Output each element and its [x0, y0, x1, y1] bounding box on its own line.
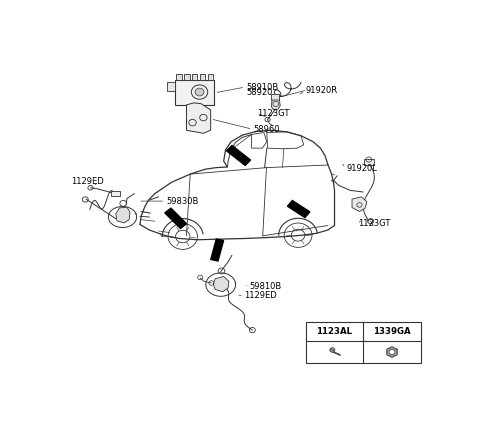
- Bar: [110, 191, 120, 196]
- Text: 59810B: 59810B: [250, 282, 282, 291]
- Text: 1339GA: 1339GA: [373, 327, 411, 336]
- Bar: [363, 160, 374, 165]
- Text: 1123GT: 1123GT: [257, 108, 289, 118]
- Bar: [175, 80, 215, 105]
- Polygon shape: [116, 207, 130, 223]
- Bar: [208, 74, 213, 80]
- Text: 58920: 58920: [246, 88, 272, 97]
- Polygon shape: [165, 208, 187, 228]
- Bar: [200, 74, 205, 80]
- Text: 1123AL: 1123AL: [316, 327, 352, 336]
- Text: 1123GT: 1123GT: [358, 219, 390, 228]
- Polygon shape: [211, 239, 224, 261]
- Polygon shape: [271, 100, 280, 110]
- Circle shape: [389, 349, 395, 354]
- Polygon shape: [227, 146, 251, 165]
- Circle shape: [330, 348, 335, 352]
- Bar: [167, 81, 175, 91]
- Text: 1129ED: 1129ED: [71, 177, 104, 186]
- Text: 59830B: 59830B: [166, 197, 198, 206]
- Polygon shape: [288, 200, 310, 218]
- Polygon shape: [387, 347, 397, 357]
- Polygon shape: [186, 103, 211, 133]
- Circle shape: [195, 88, 204, 96]
- Text: 91920L: 91920L: [347, 164, 377, 173]
- Bar: [192, 74, 197, 80]
- Text: 1129ED: 1129ED: [244, 292, 277, 300]
- Bar: [177, 74, 181, 80]
- Text: 58960: 58960: [253, 125, 280, 134]
- Text: 58910B: 58910B: [246, 83, 278, 92]
- Polygon shape: [213, 276, 229, 292]
- Bar: [305, 322, 421, 362]
- Text: 91920R: 91920R: [305, 86, 337, 95]
- Bar: [184, 74, 190, 80]
- Bar: [271, 94, 279, 100]
- Polygon shape: [352, 197, 367, 211]
